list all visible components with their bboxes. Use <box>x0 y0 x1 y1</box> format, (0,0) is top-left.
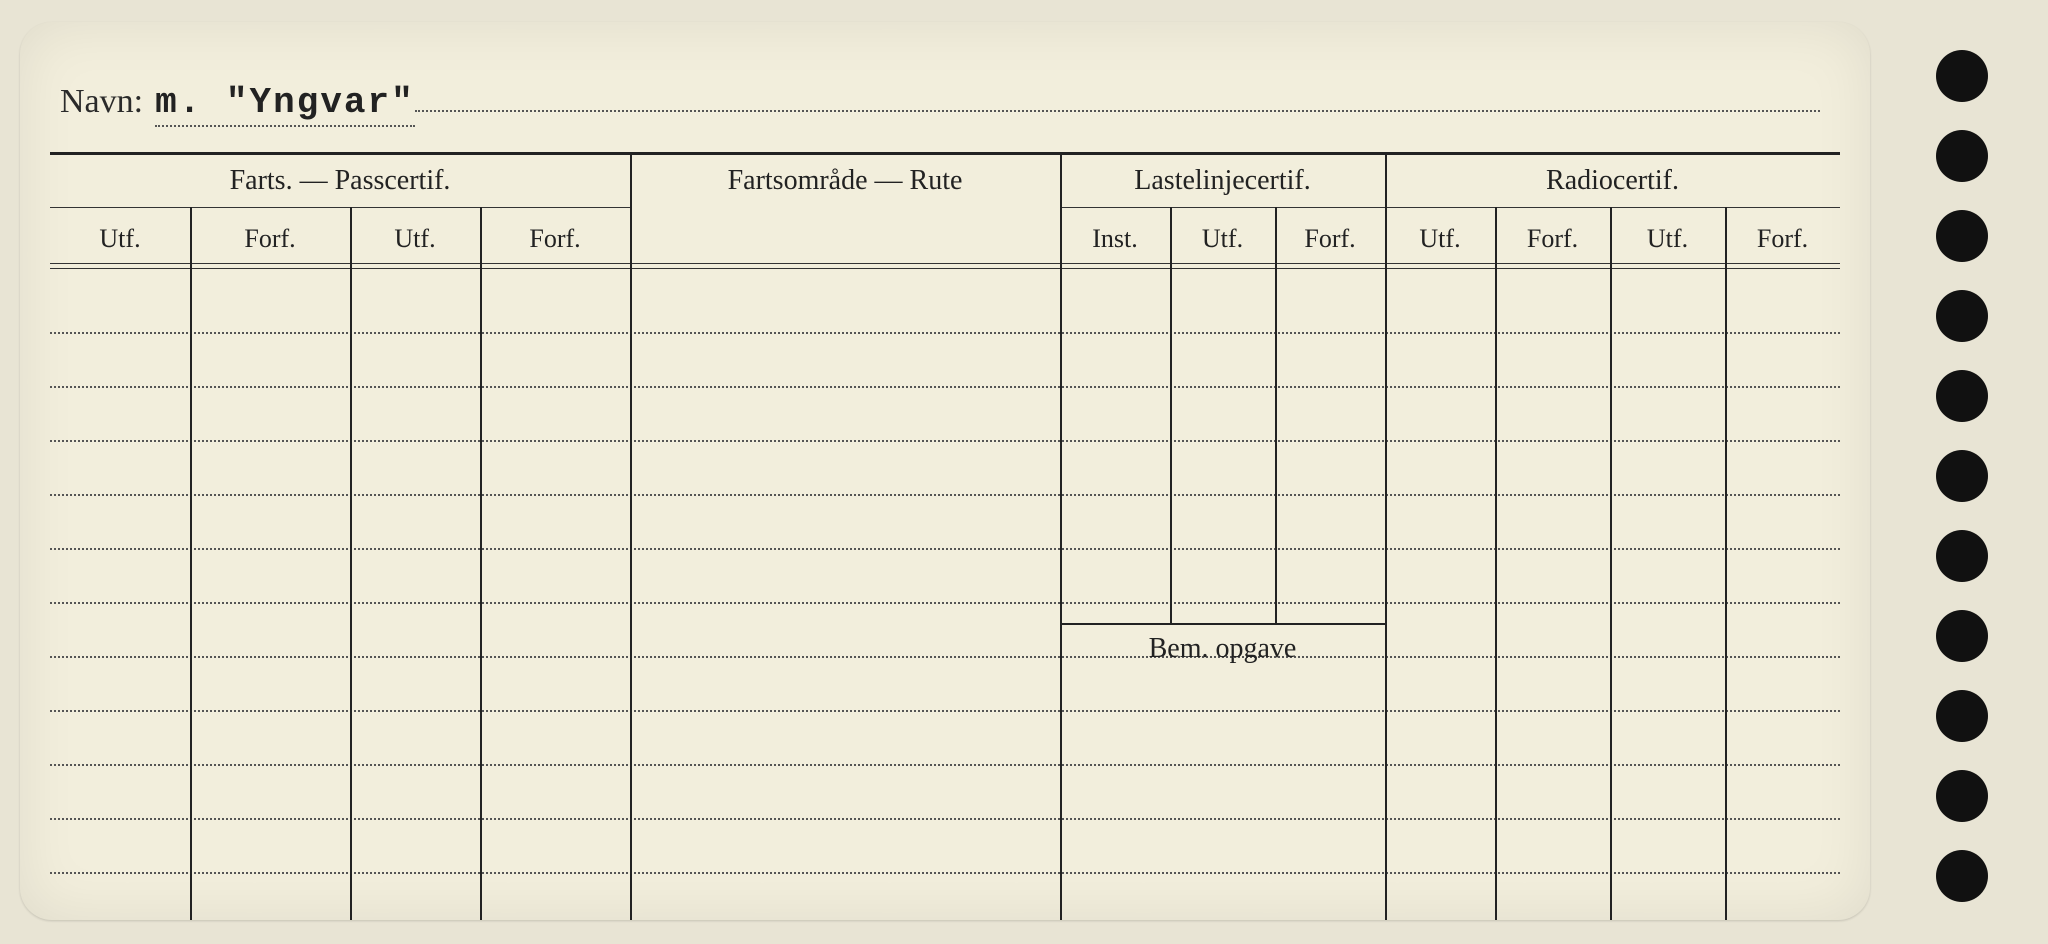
binder-hole <box>1936 450 1988 502</box>
rule-under-groups-right <box>1060 207 1840 208</box>
row-dotted-line <box>50 656 1840 658</box>
binder-hole <box>1936 610 1988 662</box>
binder-hole <box>1936 290 1988 342</box>
sub-utf-3: Utf. <box>1170 215 1275 263</box>
sub-forf-2: Forf. <box>480 215 630 263</box>
rule-under-sub-1 <box>50 263 1840 264</box>
binder-hole <box>1936 690 1988 742</box>
column-rule <box>1495 207 1497 920</box>
column-rule <box>480 207 482 920</box>
column-rule <box>1275 207 1277 623</box>
group-header-radio: Radiocertif. <box>1385 155 1840 207</box>
column-rule <box>1725 207 1727 920</box>
binder-hole <box>1936 770 1988 822</box>
sub-forf-1: Forf. <box>190 215 350 263</box>
row-dotted-line <box>50 818 1840 820</box>
navn-row: Navn: m. "Yngvar" <box>60 82 1820 142</box>
sub-inst: Inst. <box>1060 215 1170 263</box>
row-dotted-line <box>50 602 1840 604</box>
row-dotted-line <box>50 872 1840 874</box>
table-area: Farts. — Passcertif. Fartsområde — Rute … <box>50 155 1840 920</box>
rule-under-sub-2 <box>50 268 1840 269</box>
group-header-lastelinje: Lastelinjecertif. <box>1060 155 1385 207</box>
sub-forf-4: Forf. <box>1495 215 1610 263</box>
column-rule <box>1610 207 1612 920</box>
column-rule <box>350 207 352 920</box>
sub-utf-1: Utf. <box>50 215 190 263</box>
binder-hole <box>1936 130 1988 182</box>
page: Navn: m. "Yngvar" Farts. — Passcertif. F… <box>0 0 2048 944</box>
column-rule <box>1170 207 1172 623</box>
column-rule <box>630 155 632 920</box>
index-card: Navn: m. "Yngvar" Farts. — Passcertif. F… <box>20 22 1870 920</box>
binder-hole <box>1936 50 1988 102</box>
group-header-fartsomrade: Fartsområde — Rute <box>630 155 1060 207</box>
navn-value: m. "Yngvar" <box>155 82 415 127</box>
binder-hole <box>1936 850 1988 902</box>
row-dotted-line <box>50 440 1840 442</box>
column-rule <box>1060 155 1062 920</box>
rule-under-groups-left <box>50 207 630 208</box>
navn-dotted-line <box>415 110 1820 112</box>
navn-label: Navn: <box>60 83 155 121</box>
column-rule <box>190 207 192 920</box>
sub-utf-4: Utf. <box>1385 215 1495 263</box>
column-rule <box>1385 155 1387 920</box>
row-dotted-line <box>50 332 1840 334</box>
binder-hole <box>1936 370 1988 422</box>
binder-hole <box>1936 210 1988 262</box>
row-dotted-line <box>50 710 1840 712</box>
row-dotted-line <box>50 764 1840 766</box>
sub-utf-2: Utf. <box>350 215 480 263</box>
row-dotted-line <box>50 548 1840 550</box>
sub-utf-5: Utf. <box>1610 215 1725 263</box>
group-header-farts-pass: Farts. — Passcertif. <box>50 155 630 207</box>
sub-forf-3: Forf. <box>1275 215 1385 263</box>
sub-forf-5: Forf. <box>1725 215 1840 263</box>
row-dotted-line <box>50 494 1840 496</box>
binder-hole <box>1936 530 1988 582</box>
bem-header: Bem. opgave <box>1060 625 1385 673</box>
row-dotted-line <box>50 386 1840 388</box>
